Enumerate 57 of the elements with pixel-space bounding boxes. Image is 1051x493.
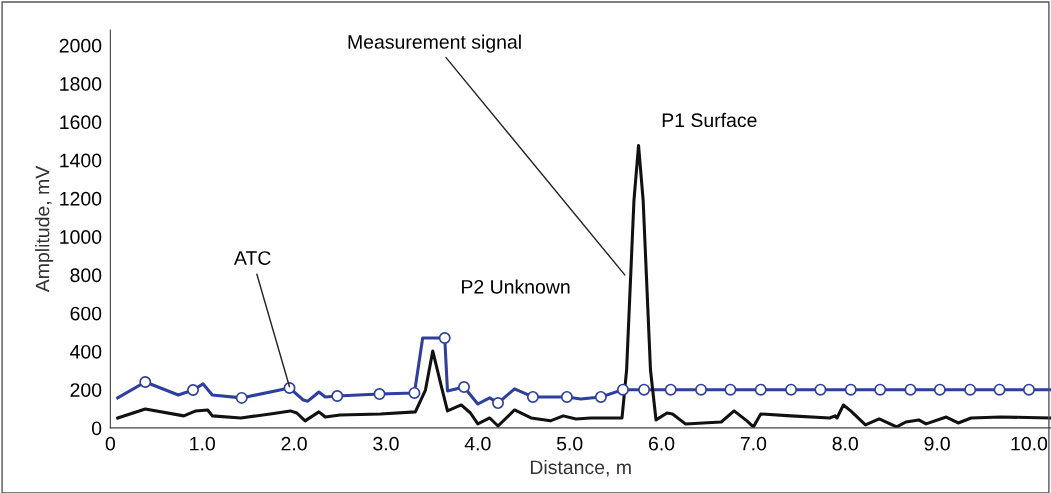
point (235, 391, 248, 404)
point (638, 383, 651, 396)
point (492, 397, 504, 410)
y-tick-label: 800 (70, 268, 102, 283)
point (933, 383, 946, 396)
y-tick-label: 1400 (60, 153, 102, 168)
point (844, 383, 857, 396)
x-axis-title: Distance, m (530, 459, 631, 477)
annotation: ATC (233, 251, 271, 265)
point (664, 383, 677, 396)
point (993, 383, 1006, 396)
point (438, 332, 451, 345)
point (560, 390, 573, 403)
point (695, 383, 707, 396)
point (331, 389, 344, 402)
x-tick-label: 5.0 (556, 436, 583, 451)
y-tick-label: 1800 (60, 77, 102, 91)
annotation: Measurement signal (348, 34, 521, 53)
point (283, 381, 296, 394)
point (526, 390, 539, 403)
point (904, 383, 917, 396)
point (616, 383, 629, 396)
point (1022, 383, 1035, 396)
point (724, 383, 737, 396)
point (139, 376, 152, 389)
point (814, 383, 827, 396)
x-tick-label: 9.0 (924, 436, 950, 451)
y-tick-label: 1600 (60, 115, 102, 130)
y-tick-label: 0 (91, 421, 102, 436)
x-tick-label: 8.0 (832, 436, 858, 451)
point (187, 384, 200, 397)
x-tick-label: 1.0 (190, 436, 215, 451)
y-tick-label: 1200 (60, 191, 102, 206)
point (785, 383, 798, 396)
point (408, 386, 421, 399)
x-tick-label: 3.0 (373, 436, 399, 451)
x-tick-label: 0 (105, 436, 115, 451)
annotation: P2 Unknown (462, 279, 570, 294)
y-tick-label: 400 (70, 344, 102, 359)
y-tick-label: 600 (70, 306, 102, 321)
point (964, 383, 977, 396)
point (594, 390, 607, 403)
y-axis-title: Amplitude, mV (35, 165, 54, 293)
y-tick-label: 2000 (59, 38, 102, 53)
y-tick-label: 200 (70, 383, 102, 397)
y-tick-label: 1000 (60, 230, 102, 244)
x-tick-label: 2.0 (281, 436, 307, 451)
x-tick-label: 7.0 (740, 436, 767, 451)
line-series (116, 143, 1051, 428)
point (458, 381, 471, 393)
point (754, 383, 767, 396)
x-tick-label: 4.0 (464, 436, 491, 451)
point (874, 383, 887, 396)
x-tick-label: 6.0 (648, 436, 675, 451)
annotation: P1 Surface (662, 112, 757, 128)
point (373, 388, 386, 401)
x-tick-label: 10.0 (1011, 436, 1048, 451)
